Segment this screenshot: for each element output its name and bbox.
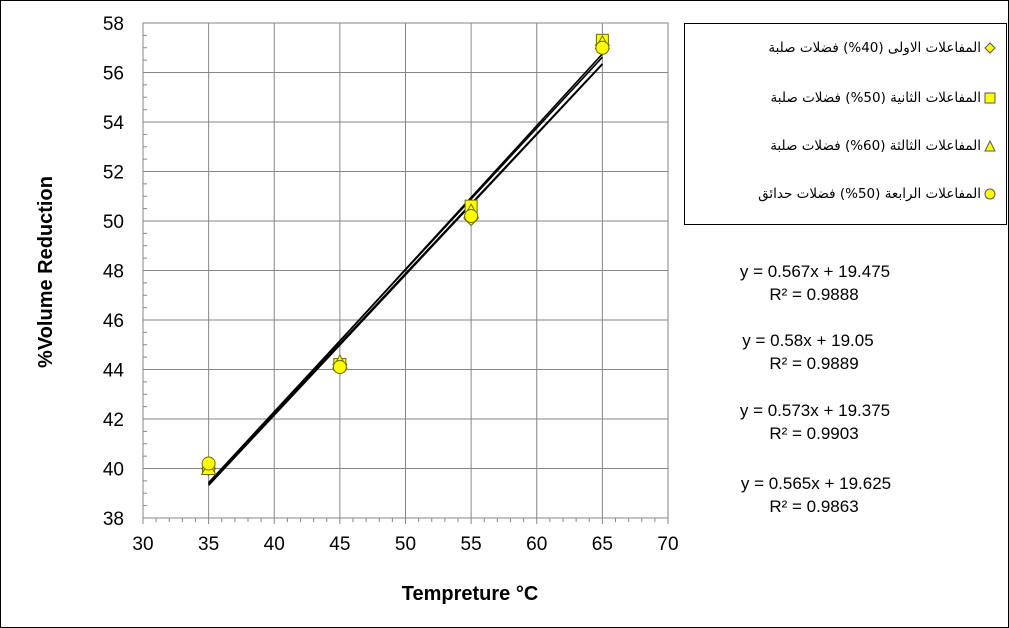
trendline-r2: R² = 0.9888 xyxy=(769,285,858,304)
x-tick-label: 55 xyxy=(461,534,482,555)
trendline xyxy=(208,56,603,484)
y-tick-label: 44 xyxy=(103,361,125,382)
y-tick-label: 38 xyxy=(103,509,124,530)
y-tick-label: 48 xyxy=(103,262,124,283)
y-tick-label: 40 xyxy=(103,460,124,481)
circle-point xyxy=(332,360,347,375)
circle-point xyxy=(595,40,610,55)
trendline-r2: R² = 0.9903 xyxy=(769,424,858,443)
y-tick-label: 58 xyxy=(103,14,124,35)
x-tick-label: 65 xyxy=(592,534,613,555)
trendline-equations: y = 0.567x + 19.475 R² = 0.9888 y = 0.58x … xyxy=(740,262,891,516)
x-tick-label: 30 xyxy=(132,534,153,555)
x-tick-label: 45 xyxy=(329,534,350,555)
x-tick-label: 50 xyxy=(395,534,416,555)
trendline-equation: y = 0.573x + 19.375 xyxy=(740,401,890,420)
y-tick-label: 50 xyxy=(103,212,124,233)
legend-label: المفاعلات الثالثة (60%) فضلات صلبة xyxy=(770,138,981,154)
y-axis-title: %Volume Reduction xyxy=(35,176,57,368)
y-tick-label: 46 xyxy=(103,311,124,332)
legend-label: المفاعلات الاولى (40%) فضلات صلبة xyxy=(768,40,981,56)
circle-point xyxy=(201,456,216,471)
circle-marker-icon xyxy=(984,188,996,200)
x-axis-ticks: 30 35 40 45 50 55 60 65 70 xyxy=(132,518,679,555)
legend-item-series-1: المفاعلات الاولى (40%) فضلات صلبة xyxy=(768,40,996,56)
y-tick-label: 42 xyxy=(103,410,124,431)
legend: المفاعلات الاولى (40%) فضلات صلبة المفاع… xyxy=(684,23,1007,225)
trendline-equation: y = 0.565x + 19.625 xyxy=(741,474,891,493)
legend-item-series-2: المفاعلات الثانية (50%) فضلات صلبة xyxy=(771,90,996,106)
x-axis-title: Tempreture °C xyxy=(402,583,539,605)
legend-item-series-3: المفاعلات الثالثة (60%) فضلات صلبة xyxy=(770,138,996,154)
y-tick-label: 56 xyxy=(103,64,124,85)
y-axis-ticks: 38 40 42 44 46 48 50 52 54 56 58 xyxy=(103,14,149,530)
trendlines xyxy=(208,53,603,486)
triangle-marker-icon xyxy=(984,140,996,152)
circle-point xyxy=(464,209,479,224)
legend-item-series-4: المفاعلات الرابعة (50%) فضلات حدائق xyxy=(758,186,996,202)
legend-label: المفاعلات الثانية (50%) فضلات صلبة xyxy=(770,90,981,106)
x-tick-label: 35 xyxy=(198,534,219,555)
trendline-equation: y = 0.567x + 19.475 xyxy=(740,262,890,281)
legend-label: المفاعلات الرابعة (50%) فضلات حدائق xyxy=(758,186,981,202)
trendline-equation: y = 0.58x + 19.05 xyxy=(742,331,873,350)
trendline-r2: R² = 0.9889 xyxy=(769,354,858,373)
x-tick-label: 70 xyxy=(657,534,678,555)
trendline-r2: R² = 0.9863 xyxy=(769,497,858,516)
y-tick-label: 52 xyxy=(103,163,124,184)
square-marker-icon xyxy=(984,92,996,104)
x-tick-label: 40 xyxy=(264,534,285,555)
data-markers xyxy=(200,33,611,477)
trendline xyxy=(208,63,603,484)
x-tick-label: 60 xyxy=(526,534,547,555)
diamond-marker-icon xyxy=(984,42,996,54)
y-tick-label: 54 xyxy=(103,113,125,134)
